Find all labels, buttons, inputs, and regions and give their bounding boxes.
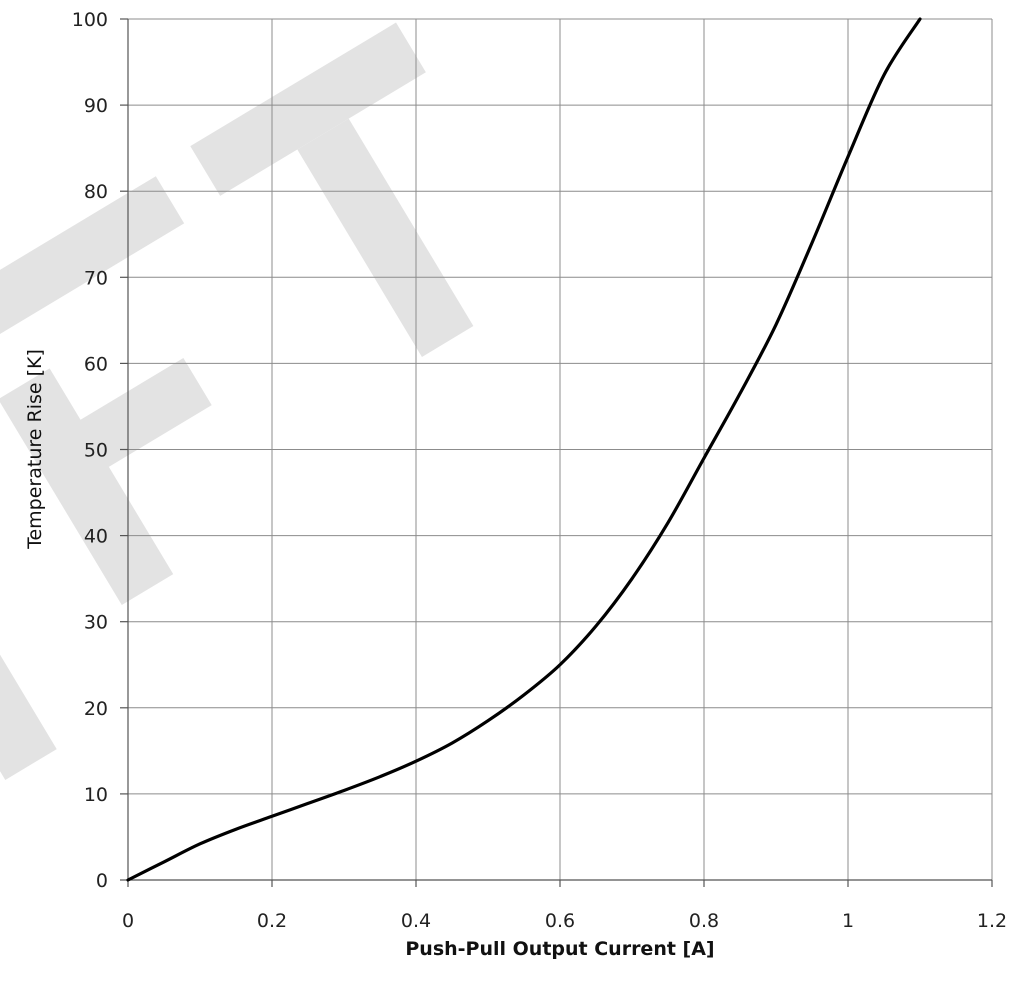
y-tick-label: 70 [84, 267, 108, 289]
draft-watermark [0, 22, 474, 780]
x-tick-label: 0 [122, 910, 134, 932]
y-tick-label: 0 [96, 870, 108, 892]
y-tick-label: 80 [84, 181, 108, 203]
x-tick-label: 0.2 [257, 910, 287, 932]
x-tick-label: 0.4 [401, 910, 431, 932]
watermark-letter-t-bar [190, 22, 426, 196]
y-tick-label: 20 [84, 698, 108, 720]
y-tick-label: 40 [84, 526, 108, 548]
x-tick-label: 1.2 [977, 910, 1007, 932]
y-tick-labels: 0 10 20 30 40 50 60 70 80 90 100 [72, 9, 108, 892]
y-tick-label: 60 [84, 353, 108, 375]
x-tick-label: 1 [842, 910, 854, 932]
watermark-letter-a [0, 646, 57, 780]
x-axis-title: Push-Pull Output Current [A] [405, 938, 714, 960]
x-tick-label: 0.6 [545, 910, 575, 932]
y-tick-label: 100 [72, 9, 108, 31]
grid [128, 18, 993, 880]
watermark-letter-f [0, 357, 212, 605]
y-tick-label: 30 [84, 612, 108, 634]
watermark-letter-f-top [0, 176, 185, 353]
y-tick-label: 90 [84, 95, 108, 117]
temperature-rise-line [126, 17, 922, 882]
y-tick-label: 10 [84, 784, 108, 806]
x-tick-labels: 0 0.2 0.4 0.6 0.8 1 1.2 [122, 910, 1007, 932]
y-axis-title: Temperature Rise [K] [24, 349, 46, 550]
y-tick-label: 50 [84, 440, 108, 462]
axes [120, 18, 993, 887]
watermark-letter-t-stem [297, 118, 474, 357]
x-tick-label: 0.8 [689, 910, 719, 932]
